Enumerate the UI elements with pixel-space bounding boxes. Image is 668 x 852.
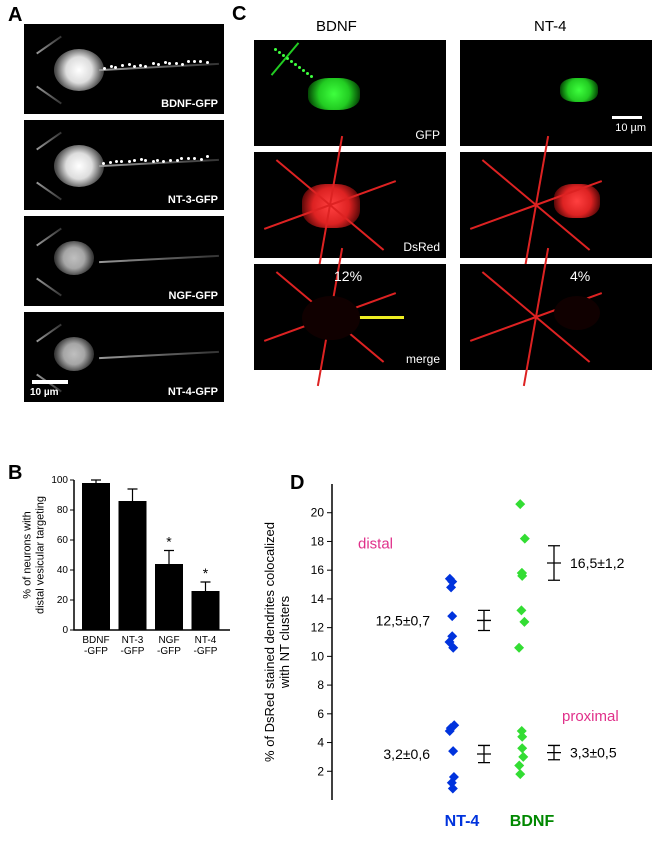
micrograph-label: BDNF-GFP	[161, 98, 218, 110]
svg-text:60: 60	[57, 535, 69, 546]
svg-text:BDNF-GFP: BDNF-GFP	[82, 635, 109, 657]
col-header-bdnf: BDNF	[316, 18, 357, 35]
svg-text:20: 20	[57, 595, 69, 606]
col-header-nt4: NT-4	[534, 18, 567, 35]
micrograph-label: NT-3-GFP	[168, 194, 218, 206]
svg-text:% of neurons withdistal vesicu: % of neurons withdistal vesicular target…	[22, 496, 47, 614]
micrograph-nt-4-gfp: NT-4-GFP10 µm	[24, 312, 224, 402]
panel-a: BDNF-GFP NT-3-GFP NGF-GFP NT-4-GFP10 µm	[24, 24, 224, 408]
panel-a-label: A	[8, 4, 22, 27]
panel-c-img-1-1	[460, 152, 652, 258]
svg-text:proximal: proximal	[562, 708, 619, 725]
panel-c-img-1-0: DsRed	[254, 152, 446, 258]
svg-text:NT-4-GFP: NT-4-GFP	[194, 635, 218, 657]
micrograph-label: NT-4-GFP	[168, 386, 218, 398]
svg-text:80: 80	[57, 505, 69, 516]
svg-text:*: *	[203, 565, 209, 581]
svg-text:distal: distal	[358, 536, 393, 553]
svg-text:BDNF: BDNF	[510, 813, 555, 830]
panel-c-label: C	[232, 3, 246, 26]
svg-text:NT-3-GFP: NT-3-GFP	[121, 635, 145, 657]
panel-b: % of neurons withdistal vesicular target…	[20, 470, 230, 670]
svg-text:10: 10	[311, 649, 325, 663]
svg-text:*: *	[166, 534, 172, 550]
svg-text:40: 40	[57, 565, 69, 576]
svg-text:100: 100	[51, 475, 68, 486]
svg-text:NGF-GFP: NGF-GFP	[157, 635, 181, 657]
micrograph-label: NGF-GFP	[169, 290, 219, 302]
svg-text:14: 14	[311, 592, 325, 606]
micrograph-ngf-gfp: NGF-GFP	[24, 216, 224, 306]
svg-text:20: 20	[311, 506, 325, 520]
svg-text:3,3±0,5: 3,3±0,5	[570, 745, 617, 761]
svg-text:6: 6	[317, 707, 324, 721]
svg-text:18: 18	[311, 534, 325, 548]
micrograph-nt-3-gfp: NT-3-GFP	[24, 120, 224, 210]
svg-text:4: 4	[317, 736, 324, 750]
svg-text:2: 2	[317, 764, 324, 778]
svg-text:NT-4: NT-4	[445, 813, 480, 830]
bar-chart: % of neurons withdistal vesicular target…	[20, 470, 240, 680]
svg-text:12: 12	[311, 621, 325, 635]
svg-text:0: 0	[62, 625, 68, 636]
svg-text:3,2±0,6: 3,2±0,6	[383, 746, 430, 762]
panel-c-img-0-1: 10 µm	[460, 40, 652, 146]
svg-text:% of DsRed stained dendrites c: % of DsRed stained dendrites colocalized…	[262, 522, 292, 762]
panel-c-img-0-0: GFP	[254, 40, 446, 146]
svg-text:16,5±1,2: 16,5±1,2	[570, 555, 625, 571]
panel-d: % of DsRed stained dendrites colocalized…	[262, 470, 658, 840]
micrograph-bdnf-gfp: BDNF-GFP	[24, 24, 224, 114]
panel-c-img-2-1: 4%	[460, 264, 652, 370]
scatter-chart: % of DsRed stained dendrites colocalized…	[262, 470, 658, 850]
panel-c-img-2-0: 12%merge	[254, 264, 446, 370]
svg-text:12,5±0,7: 12,5±0,7	[376, 612, 431, 628]
svg-text:8: 8	[317, 678, 324, 692]
svg-text:16: 16	[311, 563, 325, 577]
